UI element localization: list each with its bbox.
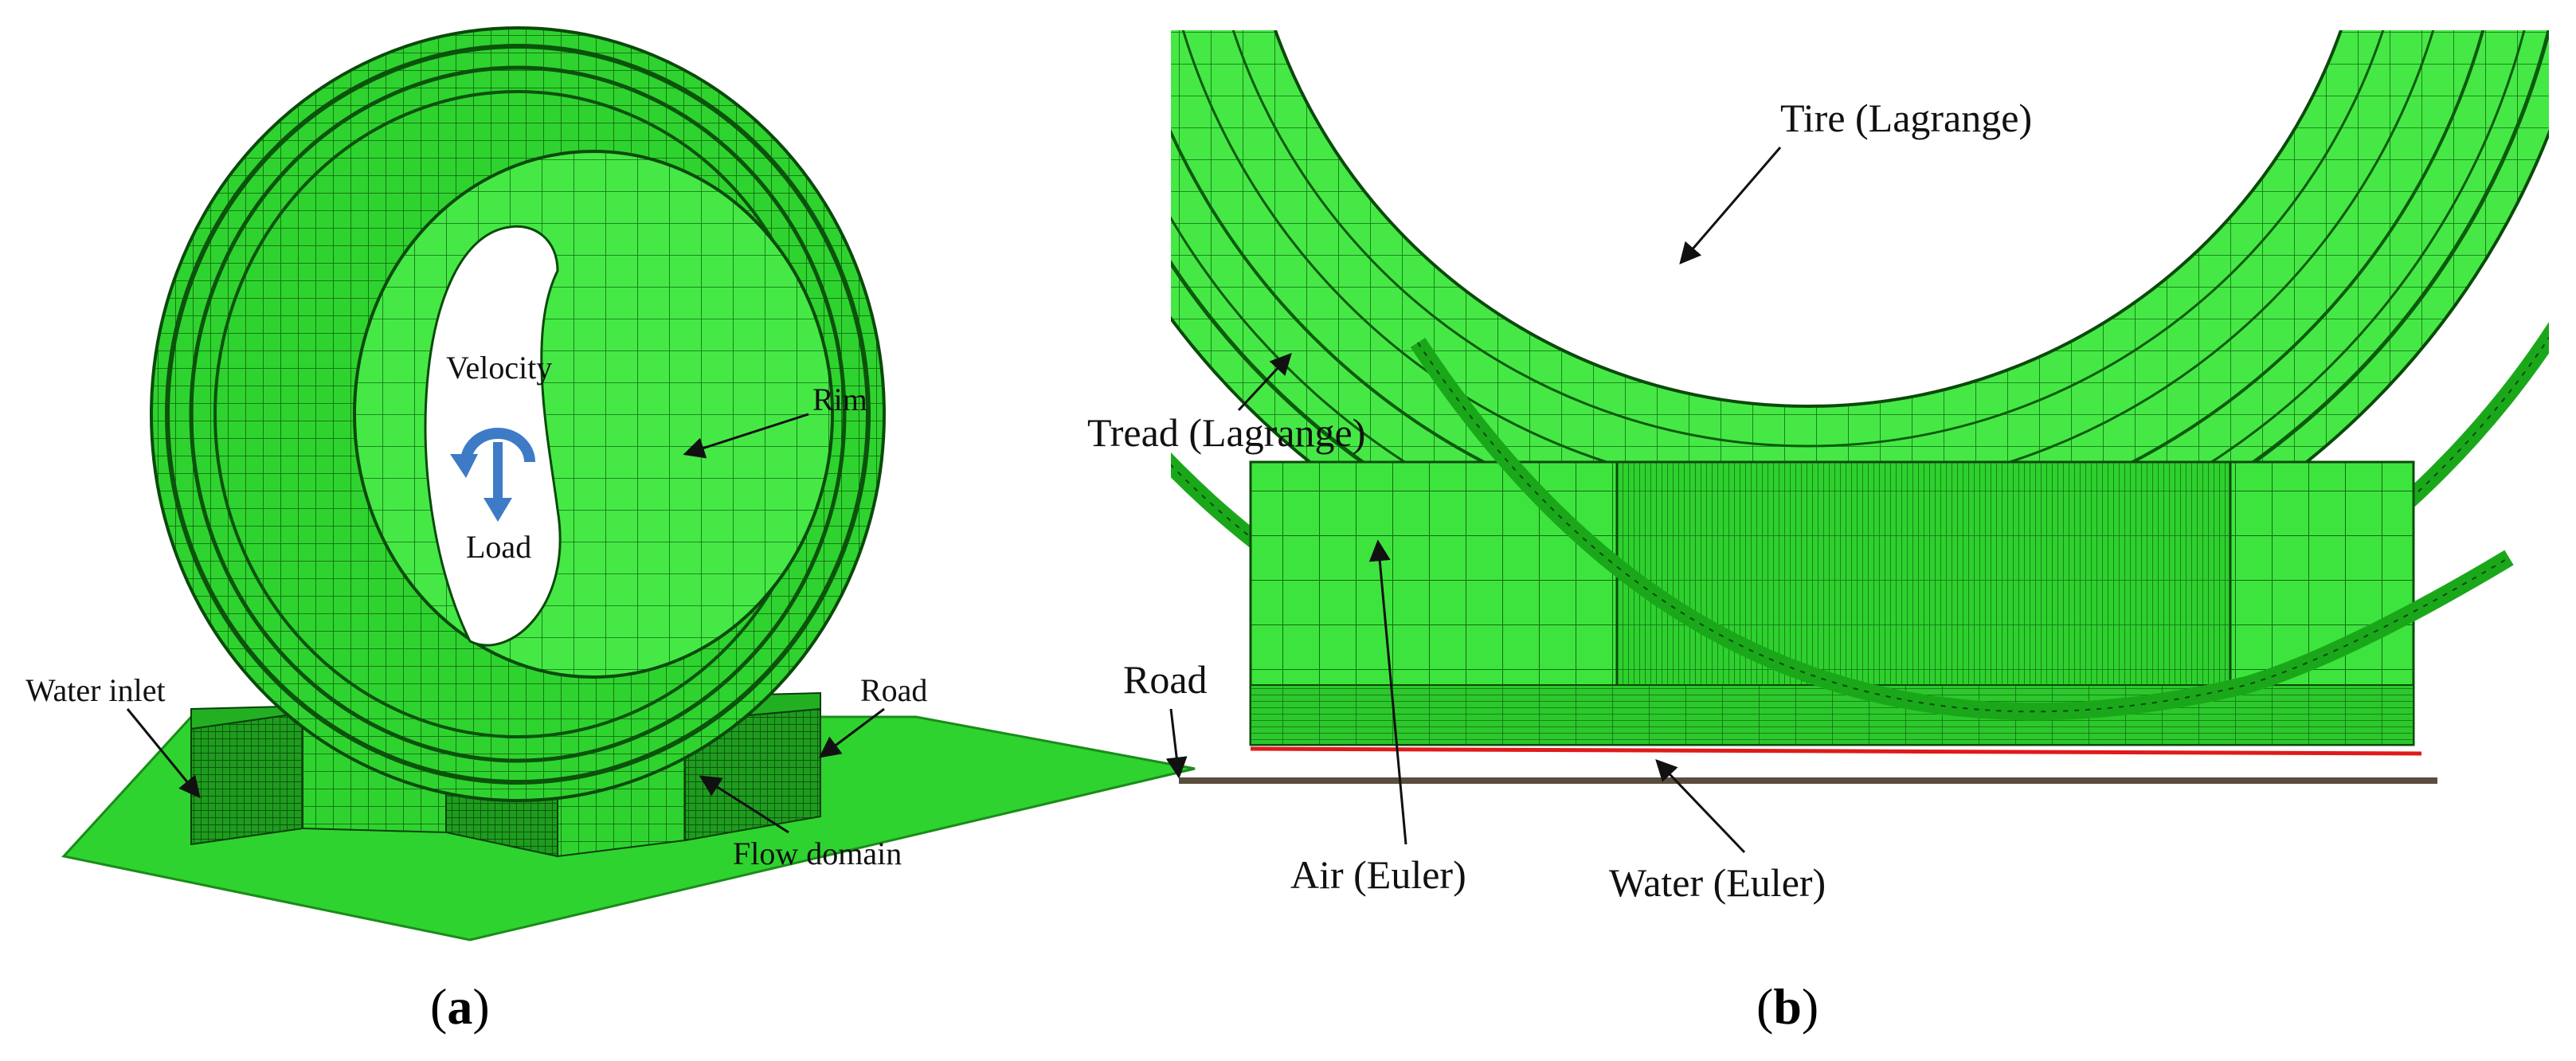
label-tire: Tire (Lagrange) — [1780, 96, 2032, 140]
label-water: Water (Euler) — [1609, 860, 1826, 905]
label-flow-domain: Flow domain — [733, 836, 902, 871]
leader-road-a — [818, 707, 885, 758]
panel-b: Tire (Lagrange) Tread (Lagrange) Road Ai… — [1087, 30, 2549, 1035]
label-tread: Tread (Lagrange) — [1087, 410, 1365, 455]
leader-water-inlet — [126, 708, 201, 799]
leader-air — [1368, 539, 1407, 845]
label-velocity: Velocity — [446, 350, 552, 386]
leader-water — [1655, 759, 1746, 854]
label-load: Load — [466, 529, 531, 565]
caption-b: (b) — [1756, 978, 1818, 1035]
tire-3d-mesh — [150, 26, 886, 802]
leader-road-b — [1165, 708, 1188, 779]
label-road-a: Road — [860, 672, 927, 708]
label-water-inlet: Water inlet — [25, 672, 166, 708]
leader-tire — [1679, 147, 1782, 265]
label-rim: Rim — [812, 382, 867, 417]
caption-a: (a) — [430, 978, 490, 1035]
leader-rim — [683, 413, 809, 459]
panel-a: Velocity Load Rim Water inlet Road Flow … — [25, 26, 1196, 1035]
velocity-load-arrow-icon — [450, 428, 535, 522]
leader-flow-domain — [699, 775, 789, 834]
leader-tread — [1237, 353, 1292, 412]
label-air: Air (Euler) — [1290, 852, 1466, 897]
tread-curve — [1410, 337, 2514, 721]
label-road-b: Road — [1123, 657, 1208, 702]
water-surface-line — [1250, 746, 2422, 756]
